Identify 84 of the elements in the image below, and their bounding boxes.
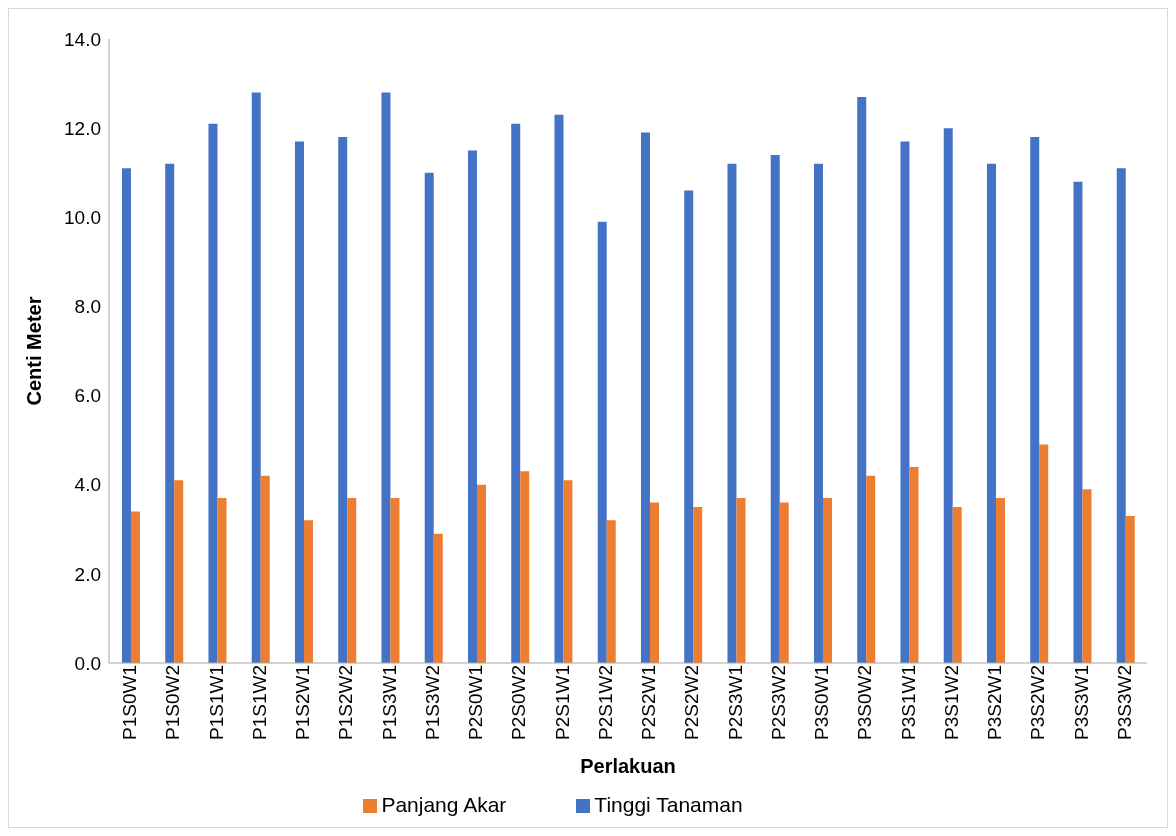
bar <box>909 466 919 663</box>
x-tick-label: P1S3W1 <box>378 665 400 740</box>
bar <box>381 92 391 663</box>
bar <box>260 475 270 663</box>
bar <box>1116 168 1126 663</box>
bar <box>1125 515 1135 663</box>
bar <box>1073 181 1083 663</box>
x-tick-label: P1S1W2 <box>248 665 270 740</box>
x-tick-label: P2S2W2 <box>681 665 703 740</box>
bar <box>467 150 477 663</box>
y-tick-label: 8.0 <box>74 296 101 318</box>
bar <box>943 128 953 663</box>
x-tick-label: P3S2W2 <box>1027 665 1049 740</box>
x-tick-label: P2S0W1 <box>465 665 487 740</box>
x-tick-label: P2S2W1 <box>638 665 660 740</box>
bar <box>606 520 616 663</box>
x-tick-label: P2S3W1 <box>724 665 746 740</box>
bar <box>813 163 823 663</box>
y-tick-label: 4.0 <box>74 474 101 496</box>
bar <box>1030 137 1040 663</box>
x-tick-label: P3S0W1 <box>811 665 833 740</box>
legend-label: Tinggi Tanaman <box>594 793 743 816</box>
bar <box>640 132 650 663</box>
bar <box>554 114 564 663</box>
bar <box>130 511 140 663</box>
x-axis-title: Perlakuan <box>580 755 676 777</box>
bar <box>866 475 876 663</box>
bar <box>995 498 1005 663</box>
y-axis-title: Centi Meter <box>23 296 46 406</box>
y-tick-label: 2.0 <box>74 563 101 585</box>
x-tick-label: P2S1W2 <box>594 665 616 740</box>
x-tick-label: P1S1W1 <box>205 665 227 740</box>
bar <box>770 154 780 663</box>
x-tick-label: P3S0W2 <box>854 665 876 740</box>
y-tick-label: 14.0 <box>64 28 101 50</box>
bar <box>693 507 703 663</box>
x-tick-label: P3S3W1 <box>1070 665 1092 740</box>
bar <box>952 507 962 663</box>
bar <box>1082 489 1092 663</box>
bar <box>563 480 573 663</box>
bar <box>900 141 910 663</box>
x-tick-label: P3S1W2 <box>940 665 962 740</box>
y-tick-label: 6.0 <box>74 385 101 407</box>
bar <box>251 92 261 663</box>
bar <box>822 498 832 663</box>
legend-label: Panjang Akar <box>381 793 507 816</box>
bar <box>520 471 530 663</box>
bar <box>433 533 443 663</box>
bar <box>1039 444 1049 663</box>
x-tick-label: P3S3W2 <box>1113 665 1135 740</box>
bar <box>597 221 607 663</box>
bar <box>294 141 304 663</box>
bar <box>208 123 218 663</box>
x-tick-label: P1S0W1 <box>119 665 141 740</box>
bar <box>727 163 737 663</box>
bar <box>736 498 746 663</box>
bar <box>779 502 789 663</box>
x-tick-label: P3S1W1 <box>897 665 919 740</box>
bar <box>347 498 357 663</box>
x-tick-label: P1S2W2 <box>335 665 357 740</box>
bar <box>857 96 867 663</box>
bar <box>165 163 175 663</box>
x-tick-label: P1S0W2 <box>162 665 184 740</box>
bar <box>424 172 434 663</box>
bar <box>649 502 659 663</box>
x-tick-label: P2S3W2 <box>767 665 789 740</box>
bar <box>121 168 131 663</box>
y-tick-label: 10.0 <box>64 207 101 229</box>
bar <box>476 484 486 663</box>
x-tick-label: P2S0W2 <box>508 665 530 740</box>
bar <box>217 498 227 663</box>
bar <box>684 190 694 663</box>
y-tick-label: 0.0 <box>74 652 101 674</box>
bar <box>511 123 521 663</box>
bar <box>986 163 996 663</box>
bar <box>338 137 348 663</box>
x-tick-label: P1S2W1 <box>292 665 314 740</box>
x-tick-label: P2S1W1 <box>551 665 573 740</box>
y-tick-label: 12.0 <box>64 117 101 139</box>
bar <box>303 520 313 663</box>
bar <box>174 480 184 663</box>
x-tick-label: P3S2W1 <box>984 665 1006 740</box>
x-tick-label: P1S3W2 <box>421 665 443 740</box>
bar <box>390 498 400 663</box>
